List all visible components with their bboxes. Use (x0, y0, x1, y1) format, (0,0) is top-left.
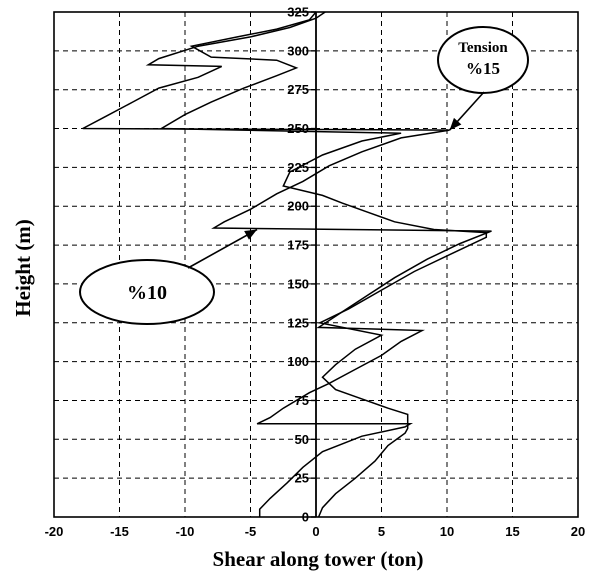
x-tick-label: 10 (440, 524, 454, 539)
x-tick-label: -5 (245, 524, 257, 539)
annotation-10-arrow-line (187, 228, 258, 269)
annotation-bubble-10 (79, 259, 215, 325)
annotations: Tension %15 %10 (79, 26, 529, 325)
y-tick-label: 325 (287, 5, 309, 20)
x-tick-label: 5 (378, 524, 385, 539)
x-axis-label: Shear along tower (ton) (213, 547, 424, 571)
x-tick-label: -10 (176, 524, 195, 539)
annotation-10-arrow-head (244, 229, 258, 240)
y-tick-label: 50 (295, 432, 309, 447)
y-tick-label: 200 (287, 199, 309, 214)
x-tick-label: 20 (571, 524, 585, 539)
y-tick-label: 250 (287, 121, 309, 136)
series-line-1 (82, 11, 492, 517)
y-tick-label: 25 (295, 471, 309, 486)
series-lines (82, 11, 492, 518)
x-tick-label: 0 (312, 524, 319, 539)
y-tick-label: 0 (302, 510, 309, 525)
y-axis-label: Height (m) (11, 219, 35, 316)
series-line-2 (158, 11, 488, 518)
x-tick-label: -15 (110, 524, 129, 539)
y-tick-label: 150 (287, 276, 309, 291)
annotation-tension-line2: %15 (466, 59, 500, 78)
y-tick-label: 75 (295, 393, 309, 408)
y-tick-label: 125 (287, 315, 309, 330)
y-tick-label: 100 (287, 354, 309, 369)
x-tick-label: 15 (505, 524, 519, 539)
annotation-tension-line1: Tension (458, 40, 508, 56)
axis-labels: Shear along tower (ton) Height (m) (11, 219, 423, 571)
x-tick-label: -20 (45, 524, 64, 539)
annotation-tension-arrow-head (449, 117, 462, 131)
y-tick-label: 175 (287, 238, 309, 253)
y-tick-label: 300 (287, 43, 309, 58)
y-tick-label: 275 (287, 82, 309, 97)
annotation-10-text: %10 (127, 282, 167, 304)
